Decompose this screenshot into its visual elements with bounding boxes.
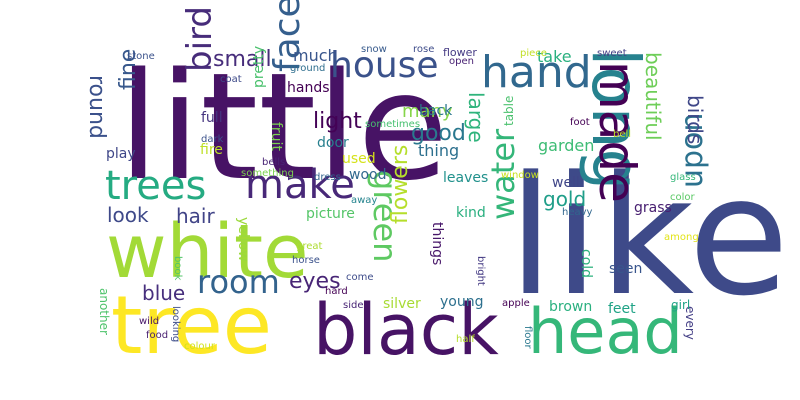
word-used: used — [342, 151, 376, 167]
word-leaves: leaves — [443, 170, 489, 186]
word-grass: grass — [634, 200, 672, 216]
word-take: take — [537, 47, 572, 66]
word-table: table — [502, 95, 516, 126]
word-trees: trees — [105, 163, 207, 209]
word-play: play — [106, 146, 136, 162]
word-side: side — [343, 300, 364, 311]
word-look: look — [107, 203, 149, 227]
word-beautiful: beautiful — [641, 52, 665, 141]
word-white: white — [106, 209, 309, 295]
word-garden: garden — [538, 136, 595, 155]
word-things: things — [429, 222, 445, 266]
word-full: full — [201, 110, 223, 126]
word-girl: girl — [671, 298, 691, 312]
word-tree: tree — [111, 279, 272, 372]
word-book: book — [172, 256, 183, 281]
word-house: house — [330, 45, 439, 86]
word-bell: bell — [613, 129, 632, 140]
word-birds: birds — [683, 95, 707, 145]
word-make: make — [245, 162, 355, 208]
word-glass: glass — [670, 172, 696, 183]
word-food: food — [146, 330, 169, 341]
word-foot: foot — [570, 117, 590, 128]
word-hair: hair — [176, 204, 215, 228]
word-half: half — [456, 334, 475, 345]
word-picture: picture — [306, 206, 355, 222]
word-much: much — [293, 46, 338, 65]
word-small: small — [213, 47, 272, 72]
word-horse: horse — [292, 255, 320, 266]
word-bells: bells — [262, 157, 286, 168]
word-dark: dark — [201, 134, 224, 145]
word-open: open — [449, 56, 474, 67]
word-great: great — [296, 241, 323, 252]
word-sweet: sweet — [597, 48, 627, 59]
word-head: head — [528, 295, 683, 368]
word-among: among — [664, 232, 699, 243]
word-pretty: pretty — [251, 45, 267, 88]
word-rose: rose — [413, 44, 435, 55]
word-door: door — [317, 135, 349, 151]
word-little: little — [118, 41, 449, 213]
word-apple: apple — [502, 298, 530, 309]
word-wild: wild — [139, 316, 160, 327]
word-fruit: fruit — [268, 122, 284, 151]
word-piece: piece — [520, 48, 547, 59]
word-seen: seen — [609, 261, 643, 277]
word-ground: ground — [290, 63, 326, 74]
word-large: large — [464, 92, 488, 143]
word-sometimes: sometimes — [365, 119, 421, 130]
word-silver: silver — [383, 296, 421, 312]
word-gold: gold — [543, 187, 587, 211]
word-floor: floor — [522, 326, 533, 349]
word-bird: bird — [180, 6, 220, 72]
word-eyes: eyes — [289, 269, 341, 294]
word-hand: hand — [481, 47, 592, 98]
word-light: light — [313, 109, 362, 134]
word-feet: feet — [608, 301, 636, 317]
word-something: something — [241, 168, 294, 179]
word-coat: coat — [220, 74, 242, 85]
word-dress: dress — [314, 172, 341, 183]
word-cold: cold — [578, 249, 594, 279]
word-stone: stone — [127, 51, 155, 62]
word-wood: wood — [349, 167, 387, 183]
word-round: round — [84, 75, 109, 139]
word-hands: hands — [287, 80, 330, 96]
word-good: good — [411, 121, 466, 146]
word-fire: fire — [200, 142, 223, 158]
word-like: like — [508, 141, 790, 332]
word-looking: looking — [170, 306, 181, 343]
word-come: come — [346, 272, 374, 283]
word-well: well — [552, 175, 580, 191]
word-another: another — [97, 288, 111, 335]
word-young: young — [440, 294, 484, 310]
word-thing: thing — [418, 141, 460, 160]
word-many: many — [402, 101, 453, 122]
word-black: black — [313, 289, 499, 371]
word-snow: snow — [361, 44, 387, 55]
word-brown: brown — [549, 299, 593, 315]
word-blue: blue — [142, 281, 186, 305]
word-room: room — [197, 263, 280, 301]
word-back: back — [419, 103, 453, 119]
word-hard: hard — [325, 286, 348, 297]
word-flower: flower — [443, 46, 477, 59]
word-kind: kind — [456, 205, 486, 221]
word-yellow: yellow — [235, 217, 251, 262]
word-color: color — [670, 192, 695, 203]
word-bright: bright — [475, 256, 486, 286]
word-away: away — [351, 195, 378, 206]
word-window: window — [501, 170, 539, 181]
word-flowers: flowers — [388, 144, 413, 224]
word-colour: colour — [184, 341, 215, 352]
word-heavy: heavy — [562, 207, 593, 218]
